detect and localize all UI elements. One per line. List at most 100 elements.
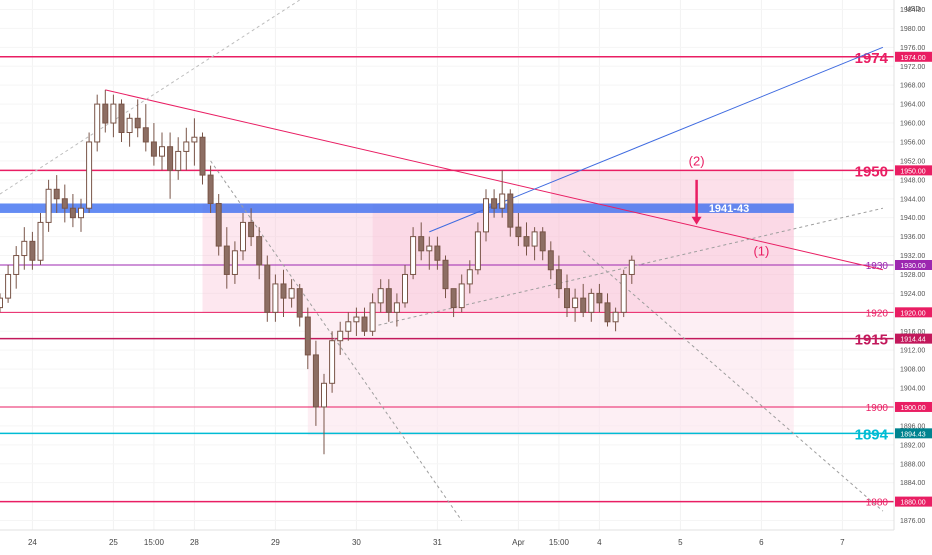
trendline[interactable] (210, 160, 463, 521)
shaded-region (550, 170, 794, 204)
trendline[interactable] (105, 89, 884, 271)
x-tick-label: 28 (190, 538, 199, 547)
candle-body (264, 264, 271, 313)
candle-body (215, 202, 222, 247)
candle (0, 293, 3, 313)
y-tick-label: 1912.00 (900, 348, 925, 355)
candle-body (345, 321, 352, 332)
candle (256, 227, 263, 280)
candle-body (531, 231, 538, 247)
price-tag-box (895, 260, 932, 270)
level-1920[interactable]: 1920 (0, 308, 894, 319)
annotations: (2) (1) (689, 154, 770, 259)
time-axis[interactable]: 24 25 15:00 28 29 30 31 Apr 15:00 4 5 6 7 (0, 529, 894, 550)
candle-body (45, 188, 52, 223)
candle (393, 293, 400, 327)
y-tick-label: 1948.00 (900, 177, 925, 184)
horizontal-levels: 1974 1950 1930 1920 1915 1900 1894 1880 (0, 50, 894, 509)
candle (61, 184, 68, 223)
candle (531, 227, 538, 261)
level-label: 1950 (855, 163, 888, 180)
candle-body (296, 288, 303, 318)
candle (612, 307, 619, 332)
candle-body (491, 198, 498, 209)
candle (547, 241, 554, 280)
candle (248, 208, 255, 247)
candle-body (329, 340, 336, 384)
candle (442, 255, 449, 299)
y-tick-label: 1932.00 (900, 253, 925, 260)
price-tag-text: 1900.00 (900, 405, 925, 412)
price-axis-background (894, 0, 932, 550)
candle (385, 279, 392, 322)
level-label: 1880 (866, 498, 889, 509)
candle-body (126, 117, 133, 134)
y-tick-label: 1884.00 (900, 480, 925, 487)
candle-body (272, 283, 279, 313)
candle (450, 288, 457, 318)
candle-body (159, 146, 165, 157)
price-axis[interactable]: USD 1876.00 1880.00 1884.00 1888.00 1892.00 18… (893, 0, 932, 550)
candle (86, 132, 93, 213)
candle (21, 227, 28, 270)
candle-body (199, 136, 206, 176)
y-tick-label: 1924.00 (900, 291, 925, 298)
candle (499, 170, 506, 218)
arrow-head (691, 216, 702, 225)
candle-body (78, 207, 84, 219)
candle-body (620, 273, 627, 313)
level-1880[interactable]: 1880 (0, 498, 894, 509)
candle (264, 255, 271, 322)
y-tick-label: 1896.00 (900, 423, 925, 430)
candle-body (53, 188, 60, 200)
candle (240, 212, 246, 261)
level-1894[interactable]: 1894 (0, 426, 894, 443)
candle-body (377, 288, 384, 304)
y-tick-label: 1904.00 (900, 386, 925, 393)
candle-body (13, 255, 20, 275)
level-1915[interactable]: 1915 (0, 332, 894, 349)
candle (483, 189, 489, 242)
candle-body (118, 103, 125, 133)
candle-body (248, 221, 255, 238)
candle (491, 189, 498, 218)
price-tag-box (895, 428, 932, 439)
candle (466, 260, 473, 294)
candle-body (596, 292, 603, 304)
candle-body (393, 302, 400, 313)
x-tick-label: 15:00 (144, 538, 165, 547)
candle-body (474, 231, 481, 271)
candle (507, 189, 514, 237)
candle-body (612, 311, 619, 323)
candle (207, 165, 214, 213)
level-1950[interactable]: 1950 (0, 163, 894, 180)
resistance-zone[interactable]: 1941-43 (0, 203, 794, 215)
candle-body (288, 288, 295, 299)
candle (572, 288, 579, 322)
zone-band[interactable] (0, 203, 794, 213)
candle-body (110, 103, 117, 124)
candle-body (0, 297, 3, 309)
candle-body (361, 316, 368, 332)
candle-body (555, 269, 562, 290)
candle (410, 227, 417, 280)
candle (215, 194, 222, 256)
trendline[interactable] (582, 250, 884, 512)
y-tick-label: 1952.00 (900, 158, 925, 165)
candle-body (240, 221, 246, 252)
level-1974[interactable]: 1974 (0, 50, 894, 67)
price-tag-box (895, 51, 932, 62)
level-1900[interactable]: 1900 (0, 403, 894, 414)
candle-body (604, 302, 611, 323)
candle-body (442, 259, 449, 290)
level-label: 1915 (855, 332, 888, 349)
candle (272, 274, 279, 322)
y-tick-label: 1916.00 (900, 329, 925, 336)
price-tag: 1950.00 (895, 165, 932, 176)
candle (37, 212, 44, 265)
candle-body (29, 240, 36, 261)
price-tag: 1900.00 (895, 401, 932, 412)
candle (426, 236, 433, 270)
price-tag: 1880.00 (895, 496, 932, 507)
